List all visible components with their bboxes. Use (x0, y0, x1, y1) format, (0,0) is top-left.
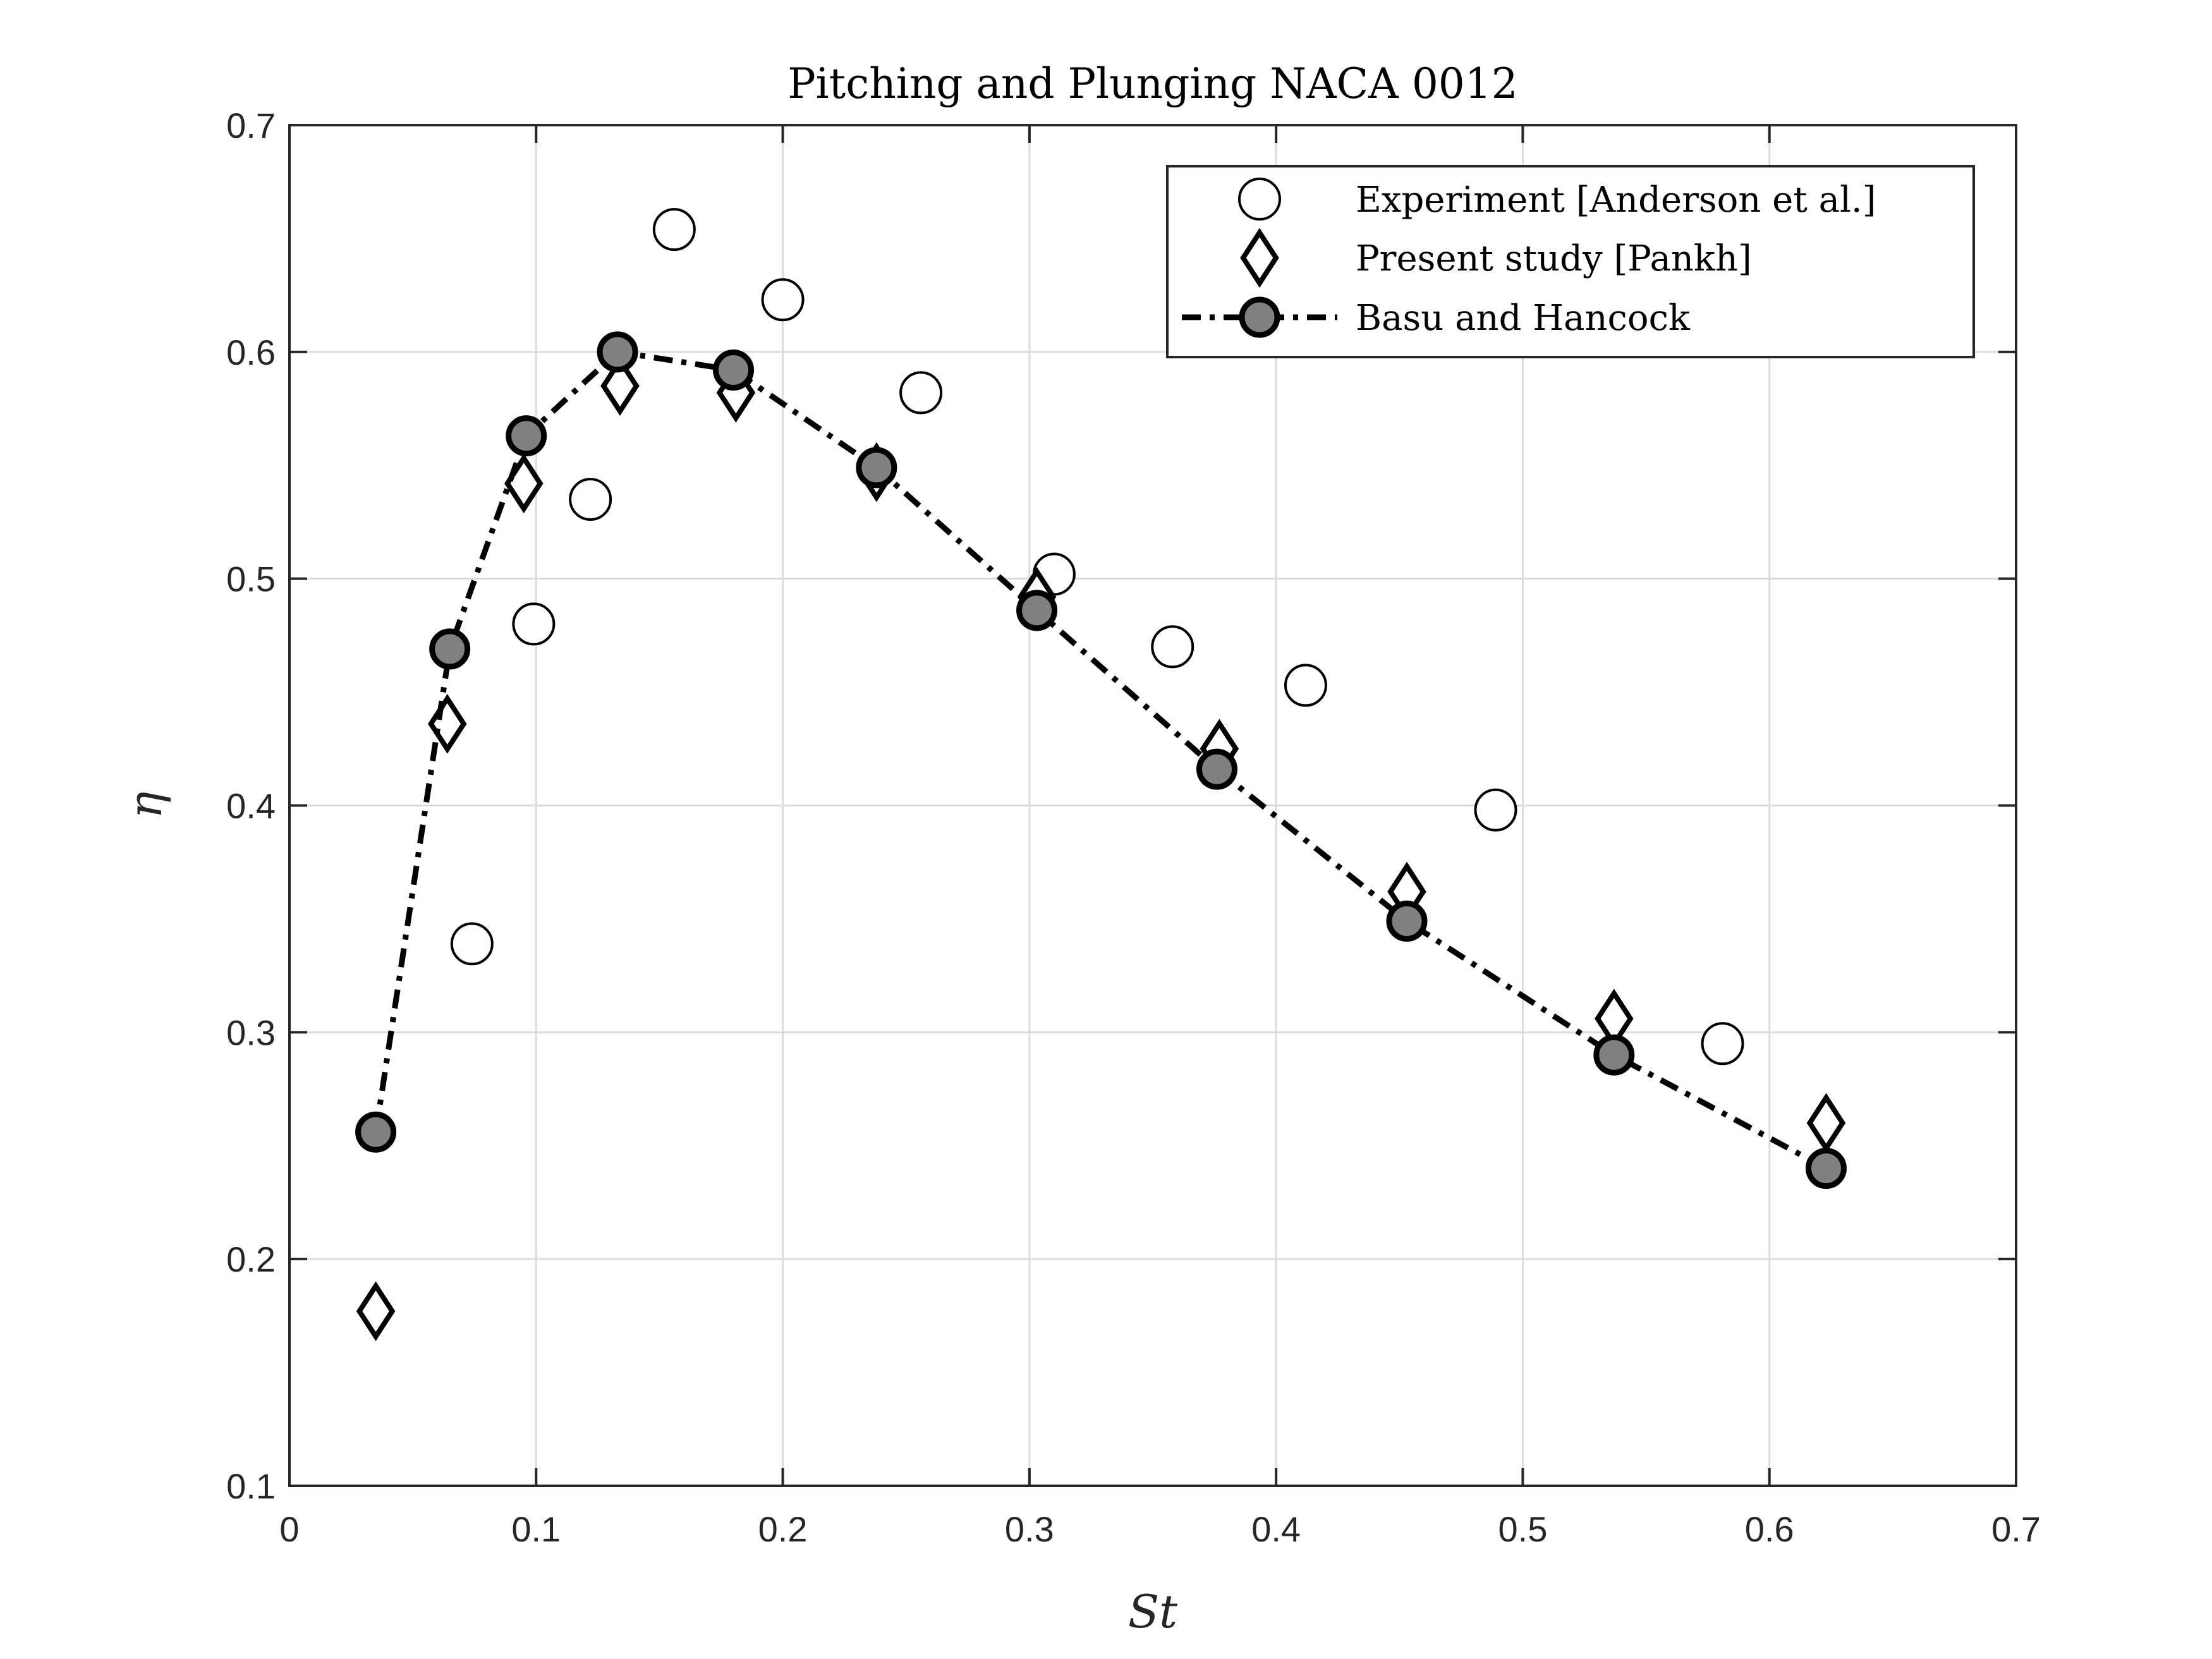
experiment-point (512, 602, 556, 646)
y-axis-label: η (119, 791, 172, 818)
experiment-point (450, 922, 494, 966)
legend-marker (1240, 228, 1279, 288)
x-tick-label: 0.2 (758, 1509, 808, 1549)
chart-title: Pitching and Plunging NACA 0012 (787, 59, 1518, 108)
y-tick-label: 0.1 (226, 1466, 276, 1506)
legend-marker (1239, 296, 1280, 338)
y-tick-label: 0.2 (226, 1239, 276, 1279)
x-tick-label: 0 (279, 1509, 299, 1549)
experiment-point (569, 478, 612, 521)
y-tick-label: 0.7 (226, 106, 276, 145)
present-study-point (356, 1281, 396, 1342)
y-tick-label: 0.5 (226, 559, 276, 599)
legend-item: Experiment [Anderson et al.] (1238, 178, 1876, 221)
x-axis-label: St (1128, 1585, 1178, 1638)
legend-item: Basu and Hancock (1182, 296, 1691, 339)
experiment-point (1284, 664, 1327, 707)
basu-hancock-point (1016, 590, 1058, 631)
x-tick-label: 0.4 (1251, 1509, 1301, 1549)
y-tick-label: 0.4 (226, 786, 276, 826)
x-tick-label: 0.7 (1991, 1509, 2041, 1549)
basu-hancock-point (713, 349, 755, 391)
legend: Experiment [Anderson et al.] Present stud… (1166, 165, 1975, 358)
basu-hancock-point (856, 447, 897, 489)
basu-hancock-point (355, 1111, 397, 1153)
legend-item: Present study [Pankh] (1240, 228, 1752, 288)
legend-label: Basu and Hancock (1356, 298, 1691, 339)
basu-hancock-point (506, 415, 547, 457)
legend-label: Experiment [Anderson et al.] (1356, 179, 1876, 221)
tick-labels: 0 0.1 0.2 0.3 0.4 0.5 0.6 0.70.10.20.30.40.50.6… (226, 106, 2041, 1549)
series (355, 208, 1847, 1342)
present-study-point (600, 356, 640, 416)
legend-box (1166, 165, 1975, 358)
x-tick-label: 0.6 (1745, 1509, 1794, 1549)
series-2 (355, 331, 1847, 1189)
legend-label: Present study [Pankh] (1356, 238, 1752, 279)
experiment-point (899, 371, 943, 415)
basu-hancock-point (597, 331, 638, 373)
experiment-point (652, 208, 696, 252)
basu-hancock-point (1593, 1034, 1635, 1076)
basu-hancock-point (1386, 901, 1428, 942)
experiment-point (1151, 625, 1194, 669)
plot-frame (288, 124, 2017, 1487)
legend-items: Experiment [Anderson et al.] Present stud… (1182, 178, 1876, 339)
legend-marker (1238, 178, 1281, 221)
basu-hancock-point (1196, 748, 1237, 790)
basu-hancock-point (1805, 1148, 1847, 1189)
experiment-point (1474, 788, 1517, 832)
x-tick-label: 0.3 (1005, 1509, 1054, 1549)
y-tick-label: 0.6 (226, 332, 276, 372)
experiment-point (1701, 1022, 1744, 1066)
x-tick-label: 0.1 (511, 1509, 561, 1549)
y-tick-label: 0.3 (226, 1012, 276, 1052)
basu-hancock-point (429, 628, 471, 670)
experiment-point (761, 278, 805, 322)
x-tick-label: 0.5 (1498, 1509, 1547, 1549)
